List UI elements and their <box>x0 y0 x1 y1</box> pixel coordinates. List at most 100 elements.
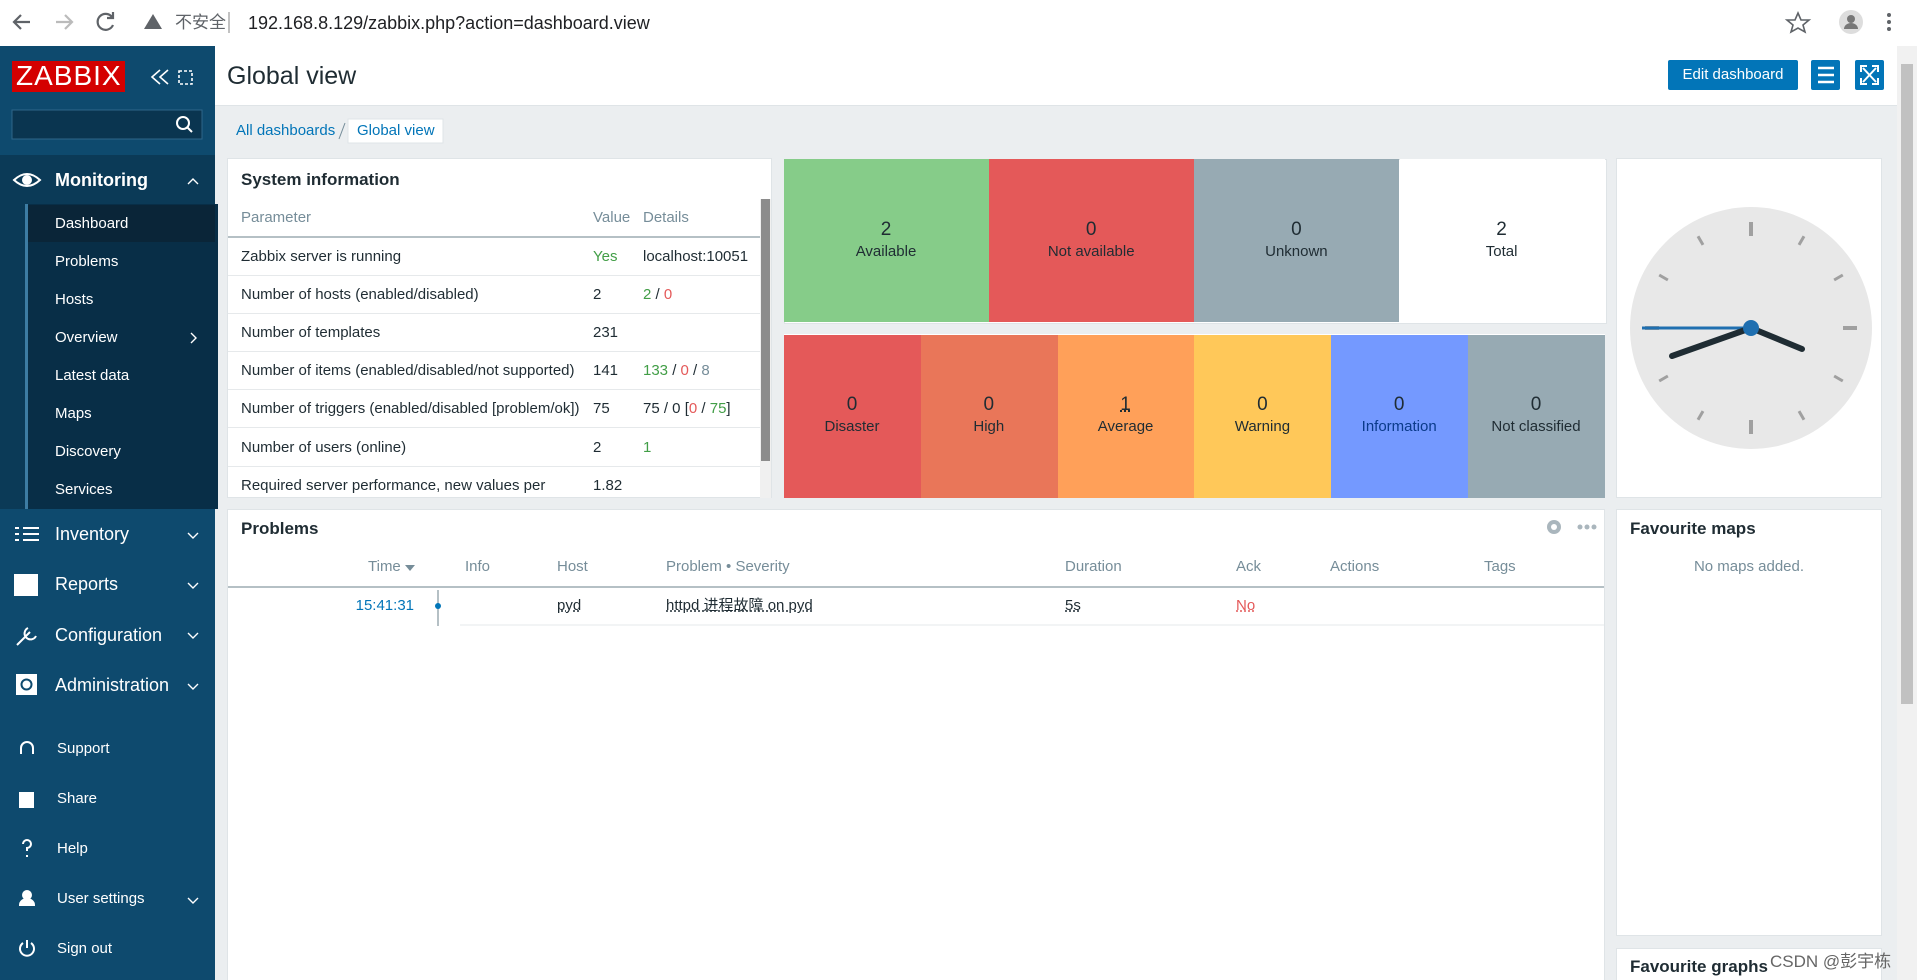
timeline-dot <box>435 603 441 609</box>
availability-count: 0 <box>1085 219 1097 240</box>
breadcrumb-current <box>347 118 444 144</box>
row-line <box>228 427 760 429</box>
row-line <box>228 275 760 276</box>
search-box[interactable] <box>11 109 203 140</box>
detail-part: 0 <box>663 286 673 304</box>
problem-time[interactable]: 15:41:31 <box>355 597 414 614</box>
menu-icons <box>12 173 199 957</box>
empty-message: No maps added. <box>1693 558 1805 575</box>
column-header: Details <box>643 209 689 226</box>
value: 1.82 <box>593 476 623 494</box>
severity-cell[interactable] <box>1057 335 1195 498</box>
clock-tick <box>1696 235 1705 246</box>
menu-item[interactable]: Reports <box>55 574 119 595</box>
detail-part: ] <box>726 400 731 418</box>
footer-item[interactable]: Help <box>57 840 88 857</box>
avatar-body <box>1844 23 1858 29</box>
value: 2 <box>593 286 602 304</box>
kiosk-icon <box>178 70 193 85</box>
severity-label: Not classified <box>1491 418 1581 435</box>
breadcrumb-separator <box>338 122 346 140</box>
problem-ack[interactable]: No <box>1236 597 1256 614</box>
parameter: Number of hosts (enabled/disabled) <box>241 286 479 304</box>
column-header: Ack <box>1236 558 1262 575</box>
submenu-item[interactable]: Problems <box>55 253 119 270</box>
menu-item[interactable]: Administration <box>55 674 170 695</box>
url[interactable]: 192.168.8.129/zabbix.php?action=dashboar… <box>248 13 650 33</box>
problem-name[interactable]: httpd 进程故障 on pyd <box>666 597 813 614</box>
footer-item[interactable]: User settings <box>57 890 145 907</box>
problem-duration: 5s <box>1065 597 1081 614</box>
availability-cell[interactable] <box>784 159 989 322</box>
fullscreen-icon <box>1860 65 1879 85</box>
reload-icon <box>96 12 115 31</box>
availability-label: Available <box>855 243 917 260</box>
footer-item[interactable]: Support <box>57 740 110 757</box>
watermark: CSDN @彭宇栋 <box>1770 952 1892 971</box>
submenu-item[interactable]: Latest data <box>55 367 130 384</box>
edit-dashboard-button[interactable] <box>1668 60 1798 90</box>
footer-item[interactable]: Sign out <box>57 940 113 957</box>
system-information-widget <box>227 158 772 498</box>
clock-tick <box>1797 235 1806 246</box>
submenu-item[interactable]: Overview <box>55 329 118 346</box>
forward-icon <box>56 14 74 30</box>
submenu-item[interactable]: Discovery <box>55 443 121 460</box>
header-line <box>228 236 760 238</box>
severity-cell[interactable] <box>1331 335 1469 498</box>
detail-part: 133 <box>643 362 669 380</box>
severity-count: 0 <box>1530 394 1542 415</box>
severity-cell[interactable] <box>920 335 1058 498</box>
clock <box>1630 207 1872 449</box>
submenu-item[interactable]: Services <box>55 481 113 498</box>
clock-tick <box>1696 410 1705 421</box>
detail-part: / <box>668 362 681 380</box>
footer-item[interactable]: Share <box>57 790 98 807</box>
logo-box <box>12 61 125 92</box>
menu-item[interactable]: Configuration <box>55 624 163 645</box>
detail-part: / <box>651 286 664 304</box>
availability-cell[interactable] <box>1194 159 1400 322</box>
availability-cell[interactable] <box>989 159 1195 322</box>
column-header[interactable]: Time <box>368 558 401 575</box>
edit-dashboard-label: Edit dashboard <box>1682 66 1784 83</box>
menu-item[interactable]: Monitoring <box>55 170 148 190</box>
submenu-item[interactable]: Maps <box>55 405 92 422</box>
clock-tick <box>1833 273 1844 282</box>
widget-title: Favourite maps <box>1630 519 1756 538</box>
detail-part: / <box>697 400 710 418</box>
breadcrumb[interactable]: Global view <box>357 122 435 139</box>
severity-cell[interactable] <box>1194 335 1332 498</box>
detail-part: 1 <box>643 438 652 456</box>
details: 2 / 0 <box>643 284 672 306</box>
parameter: Number of items (enabled/disabled/not su… <box>241 362 575 380</box>
row-line <box>228 389 760 391</box>
menu-item[interactable]: Inventory <box>55 524 130 544</box>
breadcrumb[interactable]: All dashboards <box>236 122 336 139</box>
widget-title: System information <box>241 170 400 189</box>
collapse-icon <box>150 69 169 85</box>
row-line <box>228 351 760 353</box>
severity-label: High <box>973 418 1005 435</box>
availability-cell[interactable] <box>1399 159 1605 322</box>
availability-count: 2 <box>880 219 892 240</box>
details: 133 / 0 / 8 <box>643 360 710 382</box>
availability-label: Unknown <box>1265 243 1328 260</box>
severity-cell[interactable] <box>1468 335 1605 498</box>
search-icon[interactable] <box>176 116 190 130</box>
availability-count: 0 <box>1291 219 1302 240</box>
column-header: Host <box>557 558 588 575</box>
submenu-item[interactable]: Hosts <box>55 291 94 308</box>
clock-tick <box>1658 374 1669 383</box>
severity-count: 0 <box>846 394 858 415</box>
severity-cell[interactable] <box>784 335 921 498</box>
value: 141 <box>593 362 619 380</box>
submenu-item[interactable]: Dashboard <box>55 215 129 232</box>
submenu <box>25 204 218 509</box>
sort-arrow[interactable] <box>405 565 415 571</box>
problem-host[interactable]: pyd <box>557 597 582 614</box>
detail-part: 8 <box>701 362 710 380</box>
details: 75 / 0 [0 / 75] <box>643 398 731 420</box>
gear-center <box>1551 524 1557 530</box>
